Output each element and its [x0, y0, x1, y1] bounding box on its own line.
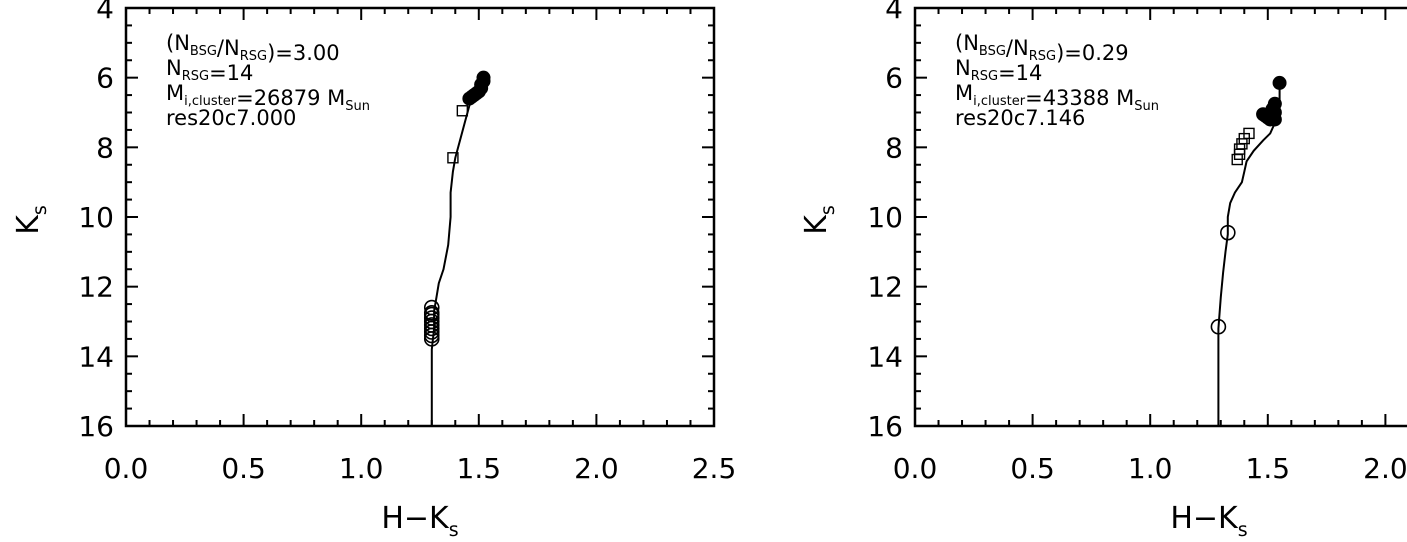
ysg-point-open-square [456, 105, 469, 117]
annotation-line: NRSG=14 [166, 56, 253, 85]
annotation-subscript: i,cluster [973, 94, 1026, 109]
annotation-subscript: Sun [345, 99, 370, 114]
annotation-text: M [166, 81, 184, 105]
bsg-point-open-circle [1210, 318, 1227, 335]
y-tick-label: 16 [867, 410, 903, 443]
annotation-text: res20c7.146 [955, 106, 1085, 130]
y-tick-label: 16 [78, 410, 114, 443]
annotation-line: (NBSG/NRSG)=0.29 [955, 31, 1129, 65]
x-tick-label: 1.5 [457, 452, 502, 485]
x-tick-label: 0.5 [221, 452, 266, 485]
annotation-line: Mi,cluster=26879 MSun [166, 81, 370, 114]
annotation-text: =26879 M [236, 86, 345, 110]
plot-area [423, 70, 491, 426]
track-line [430, 80, 485, 426]
x-axis: 0.0 0.5 1.0 1.5 2.0 [893, 8, 1407, 485]
annotation-subscript: RSG [971, 69, 998, 84]
annotation-text: M [955, 81, 973, 105]
chart-panel-1: 4 6 8 10 12 14 16 0.0 0.5 1.0 1.5 2.0 2.5 H−Ks Ks (NBSG… [11, 0, 736, 541]
plot-area [1210, 75, 1287, 426]
annotation-line: res20c7.146 [955, 106, 1085, 130]
y-tick-label: 4 [96, 0, 114, 25]
annotation-text: =14 [209, 61, 253, 85]
rsg-point-filled [1267, 112, 1282, 127]
annotation-subscript: Sun [1134, 99, 1159, 114]
x-tick-label: 0.0 [104, 452, 149, 485]
x-tick-label: 0.0 [893, 452, 938, 485]
rsg-point-filled [1272, 75, 1287, 90]
ysg-point-open-square [447, 152, 459, 164]
annotation-subscript: BSG [190, 44, 217, 59]
annotation-line: (NBSG/NRSG)=3.00 [166, 31, 340, 65]
annotation-text: =43388 M [1025, 86, 1134, 110]
annotation-subscript: RSG [1029, 49, 1056, 64]
annotation-subscript: BSG [979, 44, 1006, 59]
bsg-point-open-circle [423, 331, 440, 347]
x-tick-label: 2.0 [1363, 452, 1407, 485]
x-tick-label: 1.0 [1128, 452, 1173, 485]
bsg-point-open-circle [423, 306, 440, 323]
annotation-subscript: RSG [240, 49, 267, 64]
y-tick-label: 10 [78, 201, 114, 234]
bsg-point-open-circle [423, 327, 440, 344]
y-tick-label: 4 [885, 0, 903, 25]
annotation-text: N [955, 56, 971, 80]
y-tick-label: 8 [96, 131, 114, 164]
y-tick-label: 8 [885, 131, 903, 164]
y-axis-title: Ks [11, 205, 51, 235]
x-axis-title: H−Ks [381, 501, 458, 541]
x-tick-label: 1.0 [339, 452, 384, 485]
x-tick-label: 0.5 [1010, 452, 1055, 485]
y-tick-label: 12 [78, 271, 114, 304]
y-axis-title-subscript: s [29, 205, 51, 215]
annotation-text: res20c7.000 [166, 106, 296, 130]
y-tick-label: 14 [867, 340, 903, 373]
x-axis-title-subscript: s [449, 519, 459, 541]
y-tick-label: 6 [96, 62, 114, 95]
y-axis: 4 6 8 10 12 14 16 [78, 0, 714, 443]
annotation-text: (N [955, 31, 979, 55]
annotation-text: /N [1006, 36, 1029, 60]
annotation-text: /N [217, 36, 240, 60]
y-tick-label: 12 [867, 271, 903, 304]
annotation-text: N [166, 56, 182, 80]
annotation-text: =14 [998, 61, 1042, 85]
annotation-block: (NBSG/NRSG)=0.29NRSG=14Mi,cluster=43388 … [955, 31, 1159, 130]
annotation-line: Mi,cluster=43388 MSun [955, 81, 1159, 114]
annotation-text: )=0.29 [1056, 41, 1129, 65]
x-axis-title: H−Ks [1170, 501, 1247, 541]
annotation-text: )=3.00 [267, 41, 340, 65]
x-tick-label: 1.5 [1246, 452, 1291, 485]
x-axis: 0.0 0.5 1.0 1.5 2.0 2.5 [104, 8, 737, 485]
track-line [1217, 84, 1281, 426]
x-tick-label: 2.0 [574, 452, 619, 485]
y-axis: 4 6 8 10 12 14 16 [867, 0, 927, 443]
x-tick-label: 2.5 [692, 452, 737, 485]
x-axis-title-subscript: s [1238, 519, 1248, 541]
ysg-point-open-square [1243, 127, 1255, 140]
annotation-subscript: RSG [182, 69, 209, 84]
y-tick-label: 10 [867, 201, 903, 234]
annotation-line: NRSG=14 [955, 56, 1042, 85]
y-axis-title: Ks [799, 205, 839, 235]
y-tick-label: 14 [78, 340, 114, 373]
annotation-line: res20c7.000 [166, 106, 296, 130]
y-tick-label: 6 [885, 62, 903, 95]
y-axis-title-subscript: s [817, 205, 839, 215]
annotation-subscript: i,cluster [184, 94, 237, 109]
annotation-block: (NBSG/NRSG)=3.00NRSG=14Mi,cluster=26879 … [166, 31, 370, 130]
rsg-point-filled [476, 70, 491, 85]
bsg-point-open-circle [1220, 224, 1236, 241]
bsg-point-open-circle [423, 324, 440, 340]
annotation-text: (N [166, 31, 190, 55]
